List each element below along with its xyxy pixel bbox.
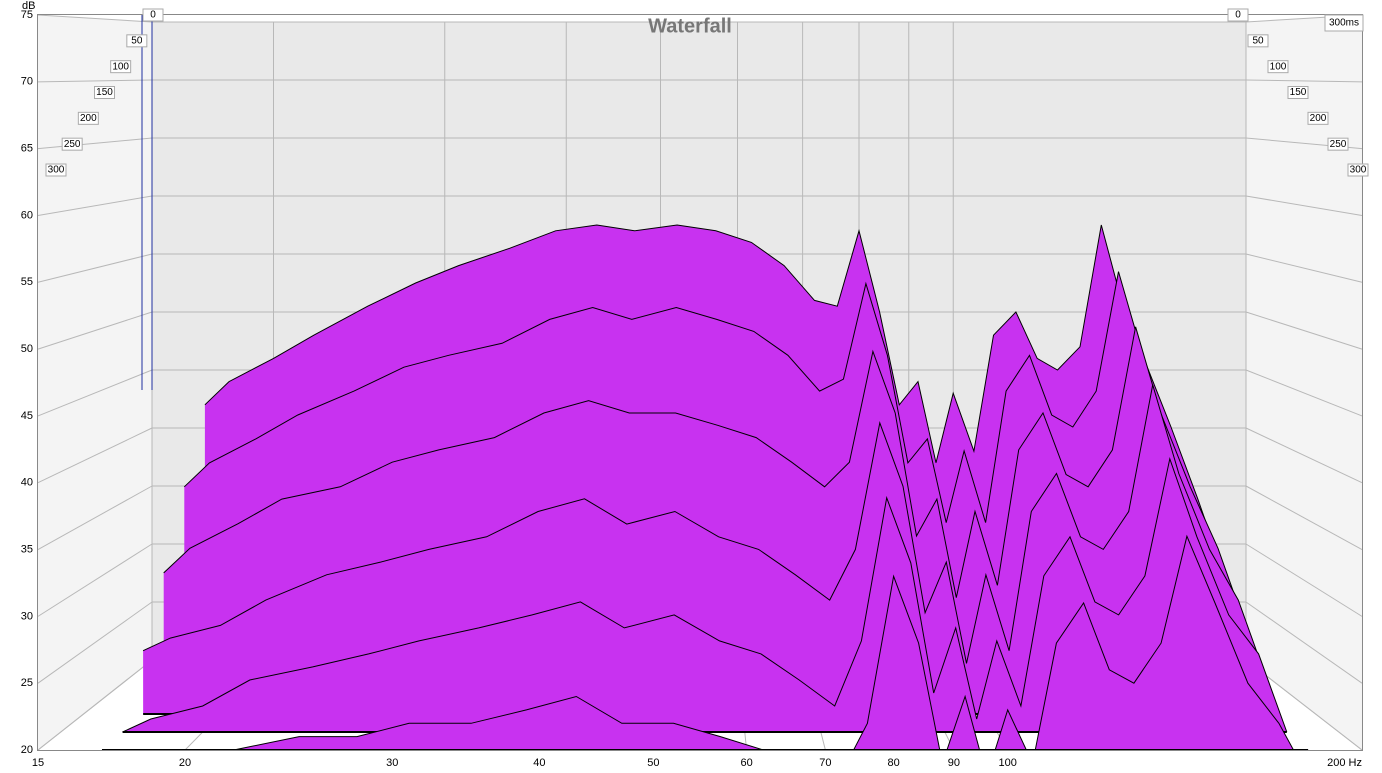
slice-line xyxy=(232,534,1295,750)
grid-line xyxy=(37,485,153,550)
slice-line xyxy=(142,384,1266,677)
frame xyxy=(37,14,1363,751)
grid-line xyxy=(1245,253,1363,283)
z-tick-label: 200 xyxy=(80,113,97,124)
y-tick-label: 75 xyxy=(21,9,33,21)
x-tick-label: 70 xyxy=(819,757,831,769)
y-tick-label: 30 xyxy=(21,610,33,622)
y-axis-label: dB xyxy=(22,0,35,12)
z-tick-box xyxy=(126,34,148,48)
y-tick-label: 40 xyxy=(21,477,33,489)
grid-line xyxy=(37,601,153,684)
z-end-box xyxy=(1324,14,1364,32)
slice-fill xyxy=(143,384,1266,714)
grid-line xyxy=(1245,543,1363,617)
grid-line xyxy=(37,427,153,484)
z-tick-box xyxy=(110,60,132,74)
z-tick-box xyxy=(1227,8,1249,22)
z-tick-box xyxy=(45,163,67,177)
grid-line xyxy=(37,137,153,150)
chart-title: Waterfall xyxy=(648,15,732,37)
y-tick-label: 70 xyxy=(21,76,33,88)
y-tick-label: 65 xyxy=(21,143,33,155)
y-tick-label: 25 xyxy=(21,677,33,689)
z-tick-label: 150 xyxy=(96,87,113,98)
x-tick-label: 80 xyxy=(888,757,900,769)
grid-line xyxy=(1245,427,1363,484)
grid-line xyxy=(37,659,153,751)
x-tick-label: 15 xyxy=(32,757,44,769)
grid-line xyxy=(1245,79,1363,83)
z-tick-box xyxy=(1247,34,1269,48)
grid-line xyxy=(1245,369,1363,417)
z-tick-label: 150 xyxy=(1290,87,1307,98)
grid-line xyxy=(37,195,153,216)
slice xyxy=(101,534,1309,750)
slice-fill xyxy=(101,536,1309,750)
y-tick-label: 50 xyxy=(21,343,33,355)
z-tick-box xyxy=(1307,111,1329,125)
z-end-label: 300ms xyxy=(1329,18,1359,29)
slice-fill xyxy=(122,458,1287,732)
y-tick-label: 45 xyxy=(21,410,33,422)
grid-line xyxy=(1245,311,1363,350)
grid-line xyxy=(37,79,153,83)
z-tick-label: 200 xyxy=(1310,113,1327,124)
y-tick-label: 20 xyxy=(21,744,33,756)
x-tick-label: 100 xyxy=(999,757,1017,769)
z-tick-box xyxy=(77,111,99,125)
x-tick-label: 40 xyxy=(533,757,545,769)
z-tick-label: 300 xyxy=(48,165,65,176)
grid-line xyxy=(1245,485,1363,550)
z-tick-label: 100 xyxy=(1270,61,1287,72)
grid-line xyxy=(37,253,153,283)
z-tick-label: 250 xyxy=(64,139,81,150)
y-tick-label: 55 xyxy=(21,276,33,288)
x-tick-label: 50 xyxy=(647,757,659,769)
slice-line xyxy=(204,224,1202,521)
slice-line xyxy=(163,326,1245,623)
z-tick-box xyxy=(61,137,83,151)
z-tick-label: 50 xyxy=(131,35,143,46)
z-tick-box xyxy=(94,86,115,99)
z-tick-box xyxy=(1347,163,1369,177)
z-tick-box xyxy=(1267,60,1289,74)
slice-line xyxy=(122,456,1288,732)
slice xyxy=(122,456,1288,732)
x-tick-label: 20 xyxy=(179,757,191,769)
grid-line xyxy=(37,543,153,617)
grid-line xyxy=(1245,601,1363,684)
grid-line xyxy=(37,14,153,23)
x-tick-label: 90 xyxy=(948,757,960,769)
z-tick-label: 0 xyxy=(1235,10,1241,21)
x-tick-label: 200 Hz xyxy=(1327,757,1362,769)
x-tick-label: 30 xyxy=(386,757,398,769)
grid-line xyxy=(37,369,153,417)
z-tick-box xyxy=(1287,86,1309,99)
slices xyxy=(101,224,1309,751)
z-tick-label: 300 xyxy=(1350,165,1367,176)
y-tick-label: 60 xyxy=(21,209,33,221)
z-tick-box xyxy=(142,8,164,22)
slice xyxy=(142,384,1266,714)
z-tick-label: 100 xyxy=(112,61,129,72)
y-tick-label: 35 xyxy=(21,543,33,555)
left-wall xyxy=(38,15,152,750)
slice-line xyxy=(183,271,1224,571)
x-tick-label: 60 xyxy=(740,757,752,769)
grid-line xyxy=(37,311,153,350)
z-tick-box xyxy=(1327,137,1349,151)
z-tick-label: 250 xyxy=(1330,139,1347,150)
right-wall xyxy=(1246,15,1362,750)
grid-line xyxy=(1245,195,1363,216)
z-tick-label: 0 xyxy=(150,10,156,21)
z-tick-label: 50 xyxy=(1252,35,1264,46)
